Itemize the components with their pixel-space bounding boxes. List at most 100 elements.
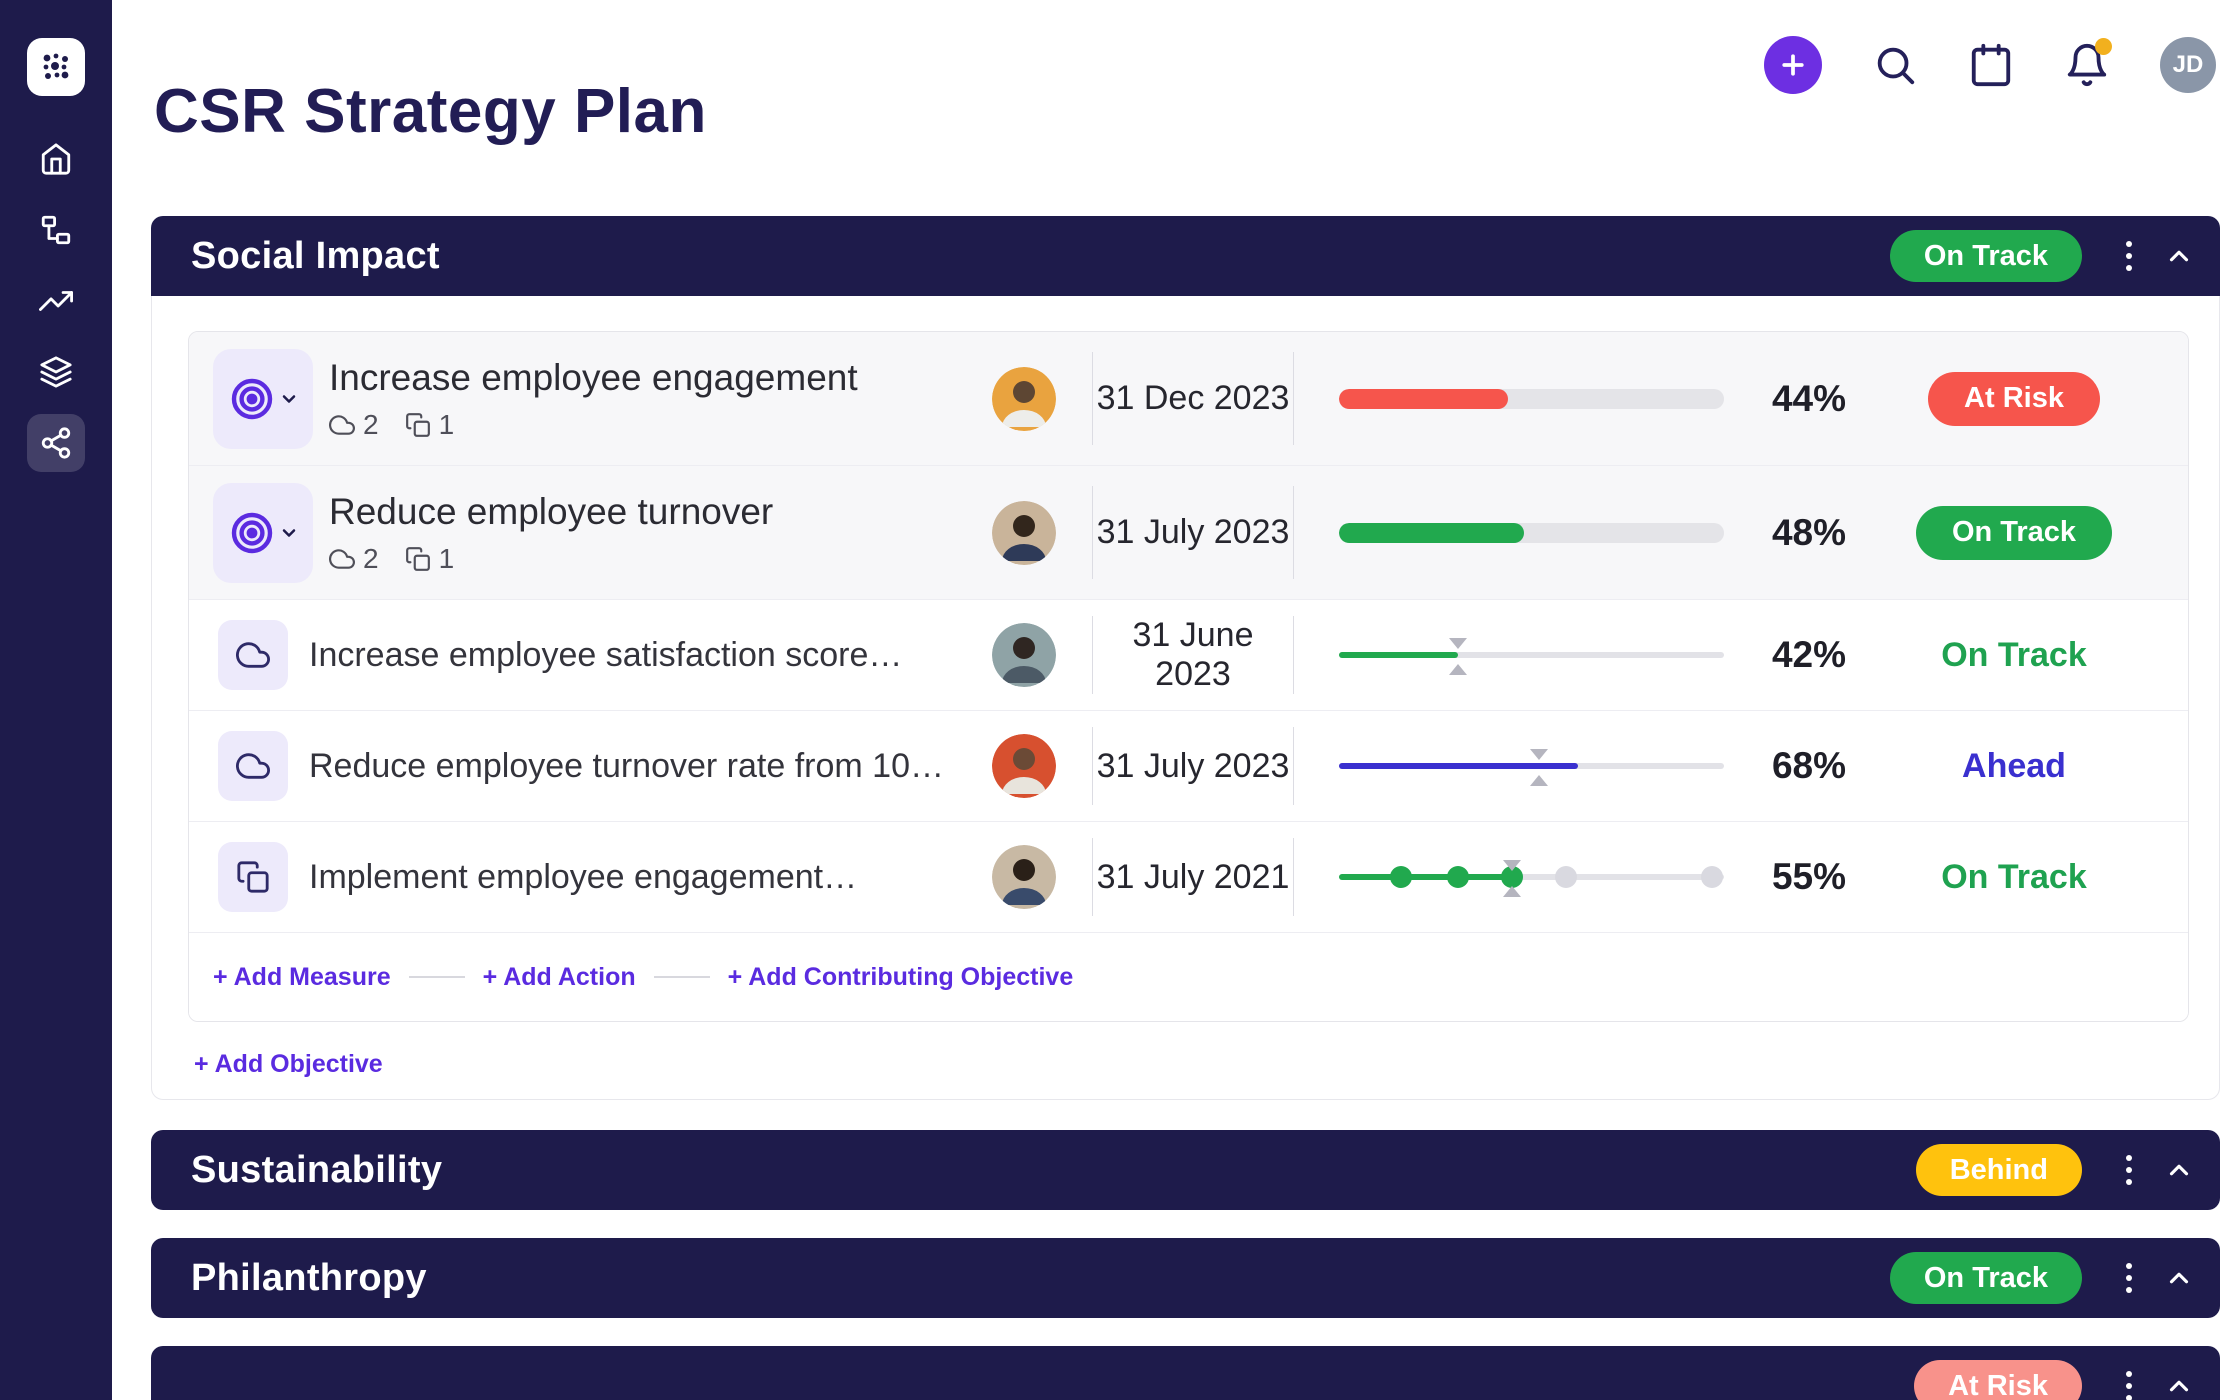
status-column: On Track [1864,858,2164,897]
trending-up-icon [39,291,73,311]
milestone-dot[interactable] [1447,866,1470,888]
collapse-button[interactable] [2164,1263,2194,1293]
milestone-dot[interactable] [1501,866,1524,888]
measure-row[interactable]: Increase employee satisfaction score… 31… [189,600,2188,711]
objective-title-wrap: Increase employee engagement 2 [329,357,992,441]
notification-badge [2095,38,2112,55]
sidebar-item-strategy-map[interactable] [27,414,85,472]
add-button[interactable] [1764,36,1822,94]
section-philanthropy[interactable]: Philanthropy On Track [151,1238,2220,1318]
objective-title-wrap: Reduce employee turnover 2 [329,491,992,575]
cloud-icon [236,753,270,779]
divider [1293,838,1294,916]
chevron-up-icon [2169,1272,2189,1284]
collapse-button[interactable] [2164,1155,2194,1185]
progress-percent: 68% [1771,745,1847,786]
status-badge: Behind [1915,1144,2082,1196]
measure-title: Increase employee satisfaction score… [309,635,903,674]
assignee-avatar [992,623,1056,687]
cloud-icon [236,642,270,668]
copy-icon [405,546,430,571]
cloud-icon [329,414,355,435]
kebab-menu-button[interactable] [2120,1149,2138,1191]
progress-fill [1339,763,1578,769]
kebab-menu-button[interactable] [2120,1257,2138,1299]
notifications-button[interactable] [2064,38,2112,88]
sidebar-item-home[interactable] [27,130,85,188]
progress-percent: 42% [1771,634,1847,675]
objective-title: Reduce employee turnover [329,490,774,532]
search-button[interactable] [1872,42,1918,88]
measure-count: 2 [329,543,379,575]
status-badge: On Track [1915,505,2113,560]
section-body: Increase employee engagement 2 [151,296,2220,1100]
status-column: On Track [1864,505,2164,560]
add-action-link[interactable]: + Add Action [482,962,636,991]
objective-row[interactable]: Increase employee engagement 2 [189,332,2188,466]
milestone-dot[interactable] [1389,866,1412,888]
copy-icon [405,412,430,437]
divider [1293,616,1294,694]
add-objective-link[interactable]: + Add Objective [194,1050,383,1078]
objective-counts: 2 1 [329,543,992,575]
add-measure-link[interactable]: + Add Measure [213,962,391,991]
section-header: Social Impact On Track [151,216,2220,296]
search-icon [1877,47,1915,85]
progress-fill [1339,874,1513,880]
layers-icon [40,356,72,388]
progress-fill [1339,522,1524,543]
objective-title: Increase employee engagement [329,356,858,398]
due-date: 31 July 2023 [1096,746,1290,785]
status-badge: At Risk [1914,1360,2082,1400]
status-badge: On Track [1889,1252,2082,1304]
measure-title: Reduce employee turnover rate from 10… [309,746,944,785]
collapse-button[interactable] [2164,241,2194,271]
sidebar-item-hierarchy[interactable] [27,201,85,259]
sidebar-item-trends[interactable] [27,272,85,330]
calendar-button[interactable] [1968,42,2014,88]
objective-counts: 2 1 [329,409,992,441]
due-date: 31 June 2023 [1132,616,1254,693]
status-column: On Track [1864,636,2164,675]
status-label: On Track [1941,635,2087,674]
due-date: 31 July 2021 [1096,857,1290,896]
target-icon [231,378,272,419]
user-avatar[interactable]: JD [2160,37,2216,93]
collapse-button[interactable] [2164,1371,2194,1400]
progress-fill [1339,388,1509,409]
section-sustainability[interactable]: Sustainability Behind [151,1130,2220,1210]
chevron-down-icon[interactable] [279,389,299,409]
kebab-menu-button[interactable] [2120,1365,2138,1400]
divider [1293,352,1294,445]
action-row[interactable]: Implement employee engagement… 31 July 2… [189,822,2188,933]
status-badge: At Risk [1928,371,2100,426]
action-icon-box [218,842,288,912]
action-count: 1 [405,409,454,441]
kebab-menu-button[interactable] [2120,235,2138,277]
action-title: Implement employee engagement… [309,857,858,896]
milestone-dot[interactable] [1701,866,1724,888]
milestone-progress-bar [1339,860,1724,897]
copy-icon [237,861,269,893]
divider [1293,727,1294,805]
progress-bar [1339,522,1724,543]
progress-percent: 44% [1771,377,1847,419]
link-separator [408,976,465,978]
section-partial[interactable]: At Risk [151,1346,2220,1400]
progress-bar [1339,388,1724,409]
section-social-impact: Social Impact On Track [151,216,2220,1100]
objective-row[interactable]: Reduce employee turnover 2 [189,466,2188,600]
milestone-dot[interactable] [1555,866,1578,888]
sidebar-item-layers[interactable] [27,343,85,401]
objectives-card: Increase employee engagement 2 [188,331,2189,1022]
measure-row[interactable]: Reduce employee turnover rate from 10… 3… [189,711,2188,822]
divider [1092,352,1093,445]
main-content: CSR Strategy Plan [112,0,2230,1400]
add-contributing-objective-link[interactable]: + Add Contributing Objective [727,962,1074,991]
chevron-up-icon [2169,250,2189,262]
chevron-down-icon[interactable] [279,523,299,543]
progress-fill [1339,652,1459,658]
cloud-icon [329,548,355,569]
page-title: CSR Strategy Plan [154,76,707,146]
